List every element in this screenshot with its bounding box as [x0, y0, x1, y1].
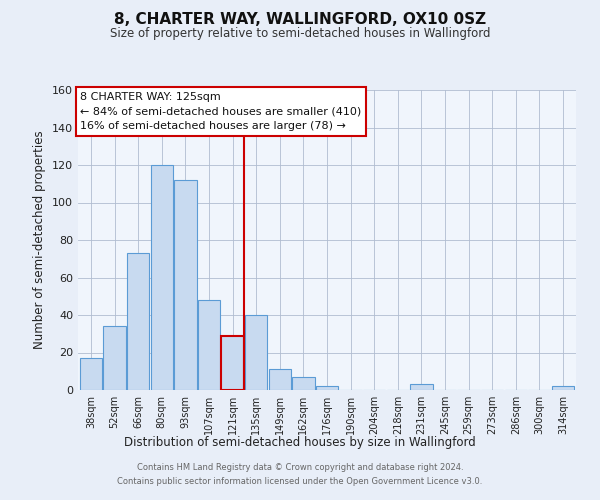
Bar — [316, 386, 338, 390]
Bar — [174, 180, 197, 390]
Bar — [221, 336, 244, 390]
Text: Size of property relative to semi-detached houses in Wallingford: Size of property relative to semi-detach… — [110, 28, 490, 40]
Bar — [245, 315, 268, 390]
Bar — [269, 370, 291, 390]
Bar — [80, 358, 102, 390]
Text: 8 CHARTER WAY: 125sqm
← 84% of semi-detached houses are smaller (410)
16% of sem: 8 CHARTER WAY: 125sqm ← 84% of semi-deta… — [80, 92, 362, 131]
Text: Distribution of semi-detached houses by size in Wallingford: Distribution of semi-detached houses by … — [124, 436, 476, 449]
Text: 8, CHARTER WAY, WALLINGFORD, OX10 0SZ: 8, CHARTER WAY, WALLINGFORD, OX10 0SZ — [114, 12, 486, 28]
Y-axis label: Number of semi-detached properties: Number of semi-detached properties — [34, 130, 46, 350]
Bar — [127, 253, 149, 390]
Bar — [292, 377, 314, 390]
Text: Contains public sector information licensed under the Open Government Licence v3: Contains public sector information licen… — [118, 477, 482, 486]
Text: Contains HM Land Registry data © Crown copyright and database right 2024.: Contains HM Land Registry data © Crown c… — [137, 464, 463, 472]
Bar — [198, 300, 220, 390]
Bar — [552, 386, 574, 390]
Bar — [151, 165, 173, 390]
Bar — [103, 326, 126, 390]
Bar — [410, 384, 433, 390]
